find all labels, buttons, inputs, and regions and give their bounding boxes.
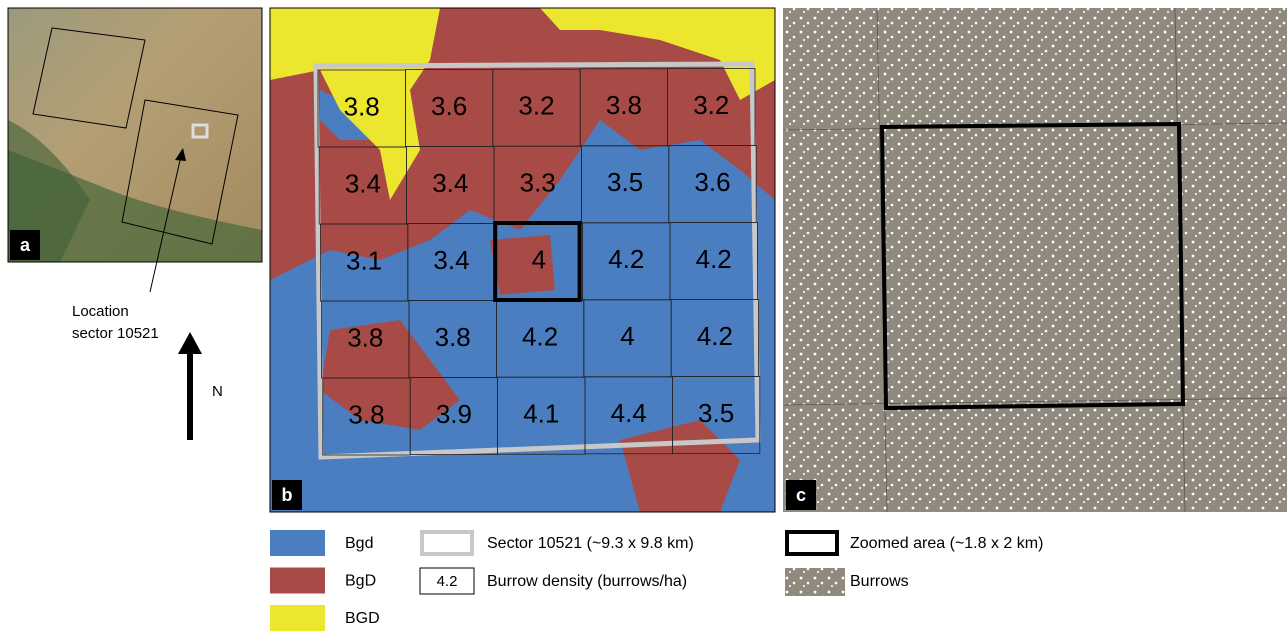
- density-value: 3.1: [346, 245, 382, 275]
- density-value: 4: [532, 245, 546, 275]
- density-value: 4: [620, 321, 634, 351]
- density-value: 4.2: [696, 244, 732, 274]
- density-value: 3.5: [607, 167, 643, 197]
- legend-label: Bgd: [345, 535, 373, 552]
- legend-swatch: [270, 605, 325, 631]
- density-value: 3.4: [433, 245, 469, 275]
- satellite-panel: [8, 8, 262, 262]
- density-value: 4.1: [523, 399, 559, 429]
- burrow-image: [783, 8, 1287, 512]
- density-value: 3.5: [698, 398, 734, 428]
- legend-label: Burrow density (burrows/ha): [487, 573, 687, 590]
- density-value: 4.2: [608, 244, 644, 274]
- figure: Location sector 10521 N 3.8 3.6 3.2 3.8 3.2 3…: [0, 0, 1287, 631]
- legend-label: Burrows: [850, 573, 909, 590]
- legend-label: BgD: [345, 573, 376, 590]
- panel-label: b: [282, 485, 293, 505]
- legend-label: Sector 10521 (~9.3 x 9.8 km): [487, 535, 694, 552]
- density-value: 3.8: [344, 91, 380, 121]
- legend-label: BGD: [345, 610, 380, 627]
- panel-label: a: [20, 235, 31, 255]
- density-value: 3.8: [435, 322, 471, 352]
- density-value: 3.8: [606, 90, 642, 120]
- legend-swatch: [270, 530, 325, 556]
- note: Location: [72, 303, 129, 320]
- density-value: 4.2: [697, 321, 733, 351]
- density-value: 3.4: [345, 168, 381, 198]
- density-value: 3.8: [347, 322, 383, 352]
- legend-swatch: [787, 532, 837, 554]
- density-value: 3.6: [431, 91, 467, 121]
- legend-swatch: [785, 568, 845, 596]
- density-value: 4.2: [522, 322, 558, 352]
- legend-swatch: [270, 568, 325, 594]
- density-value: 3.4: [432, 168, 468, 198]
- north-label: N: [212, 383, 223, 400]
- density-value: 3.8: [348, 399, 384, 429]
- legend-label: Zoomed area (~1.8 x 2 km): [850, 535, 1043, 552]
- density-value: 3.3: [520, 168, 556, 198]
- legend-swatch: [422, 532, 472, 554]
- density-value: 3.2: [518, 91, 554, 121]
- density-value: 3.9: [436, 399, 472, 429]
- density-value: 3.2: [693, 90, 729, 120]
- note: sector 10521: [72, 325, 159, 342]
- density-value: 3.6: [694, 167, 730, 197]
- north-arrow: [178, 332, 202, 354]
- panel-label: c: [796, 485, 806, 505]
- density-value: 4.4: [611, 398, 647, 428]
- legend-sample: 4.2: [437, 573, 458, 590]
